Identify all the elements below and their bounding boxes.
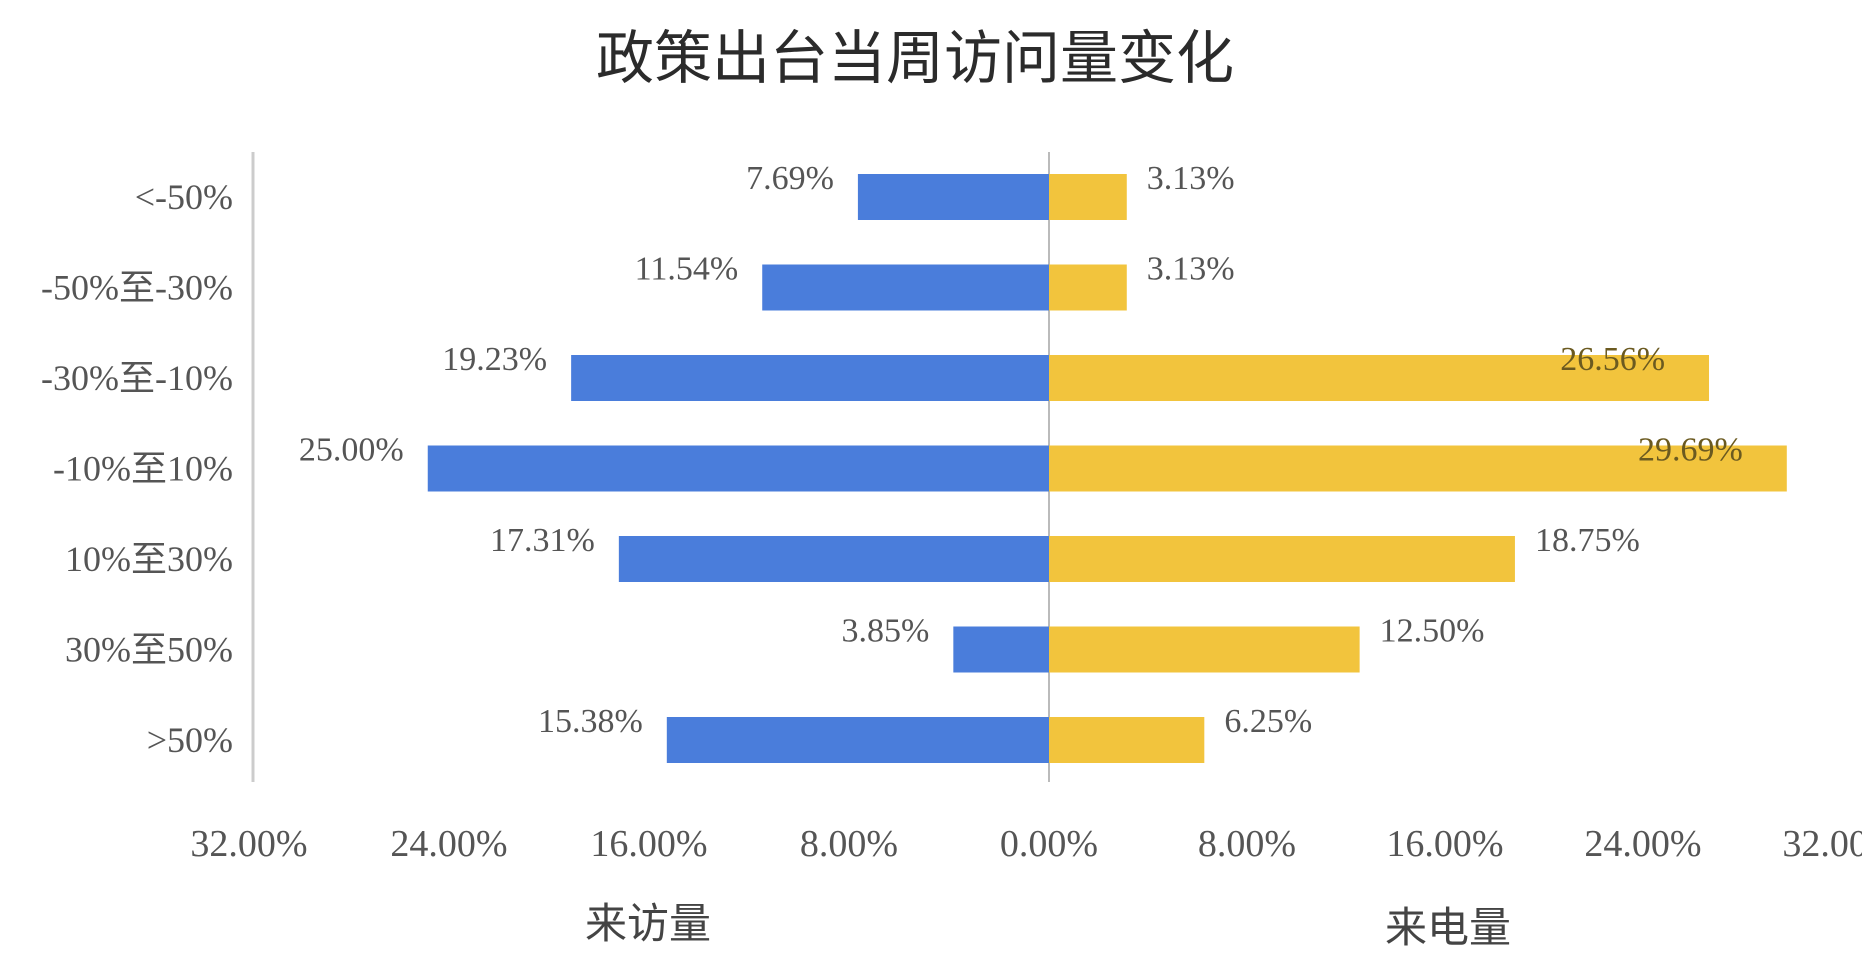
visits-data-label: 19.23% — [442, 341, 547, 378]
calls-bar — [1049, 264, 1127, 311]
visits-bar — [762, 264, 1049, 311]
visits-bar — [618, 536, 1049, 582]
calls-data-label: 29.69% — [1638, 432, 1743, 469]
category-labels: <-50% -50%至-30% -30%至-10% -10%至10% 10%至30% 30… — [41, 177, 233, 760]
calls-bar — [1049, 717, 1205, 763]
calls-bar — [1049, 355, 1710, 401]
visits-axis-tick: 16.00% — [590, 823, 707, 865]
calls-bar — [1049, 174, 1127, 220]
chart-title: 政策出台当周访问量变化 — [596, 24, 1234, 92]
calls-axis-tick: 8.00% — [1198, 823, 1296, 865]
category-label: -10%至10% — [53, 449, 233, 489]
calls-data-label: 3.13% — [1147, 160, 1235, 197]
visits-axis-tick: 32.00% — [190, 823, 307, 865]
calls-bar — [1049, 445, 1787, 492]
axis-tick-labels: 32.00% 24.00% 16.00% 8.00% 0.00% 8.00% 16.00% 2… — [190, 823, 1862, 865]
visits-bar — [666, 717, 1049, 763]
visits-bar — [427, 445, 1049, 492]
visits-bar — [857, 174, 1049, 220]
visits-data-label: 7.69% — [746, 160, 834, 197]
calls-bars: 3.13% 3.13% 26.56% 29.69% 18.75% 12.50% 6.25% — [1049, 160, 1787, 763]
calls-data-label: 6.25% — [1224, 703, 1312, 740]
calls-bar — [1049, 626, 1360, 673]
category-label: <-50% — [135, 177, 233, 217]
calls-data-label: 26.56% — [1560, 341, 1665, 378]
visits-axis-label: 来访量 — [585, 899, 711, 948]
visits-data-label: 25.00% — [299, 432, 404, 469]
visits-data-label: 15.38% — [538, 703, 643, 740]
category-label: 30%至50% — [65, 630, 233, 670]
calls-data-label: 18.75% — [1535, 522, 1640, 559]
visits-bars: 7.69% 11.54% 19.23% 25.00% 17.31% 3.85% 15.38% — [299, 160, 1049, 763]
category-label: 10%至30% — [65, 539, 233, 579]
calls-bar — [1049, 536, 1515, 582]
visits-bar — [953, 626, 1049, 673]
category-label: >50% — [147, 720, 233, 760]
visits-axis-tick: 8.00% — [800, 823, 898, 865]
category-label: -30%至-10% — [41, 358, 233, 398]
calls-axis-label: 来电量 — [1385, 903, 1511, 952]
visits-data-label: 3.85% — [841, 613, 929, 650]
visits-axis-tick: 24.00% — [390, 823, 507, 865]
calls-axis-tick: 32.00% — [1782, 823, 1862, 865]
calls-axis-tick: 24.00% — [1584, 823, 1701, 865]
category-label: -50%至-30% — [41, 268, 233, 308]
visits-axis-tick: 0.00% — [1000, 823, 1098, 865]
calls-axis-tick: 16.00% — [1386, 823, 1503, 865]
visits-data-label: 17.31% — [490, 522, 595, 559]
visits-data-label: 11.54% — [635, 251, 739, 288]
visits-bar — [571, 355, 1049, 401]
calls-data-label: 12.50% — [1380, 613, 1485, 650]
calls-data-label: 3.13% — [1147, 251, 1235, 288]
